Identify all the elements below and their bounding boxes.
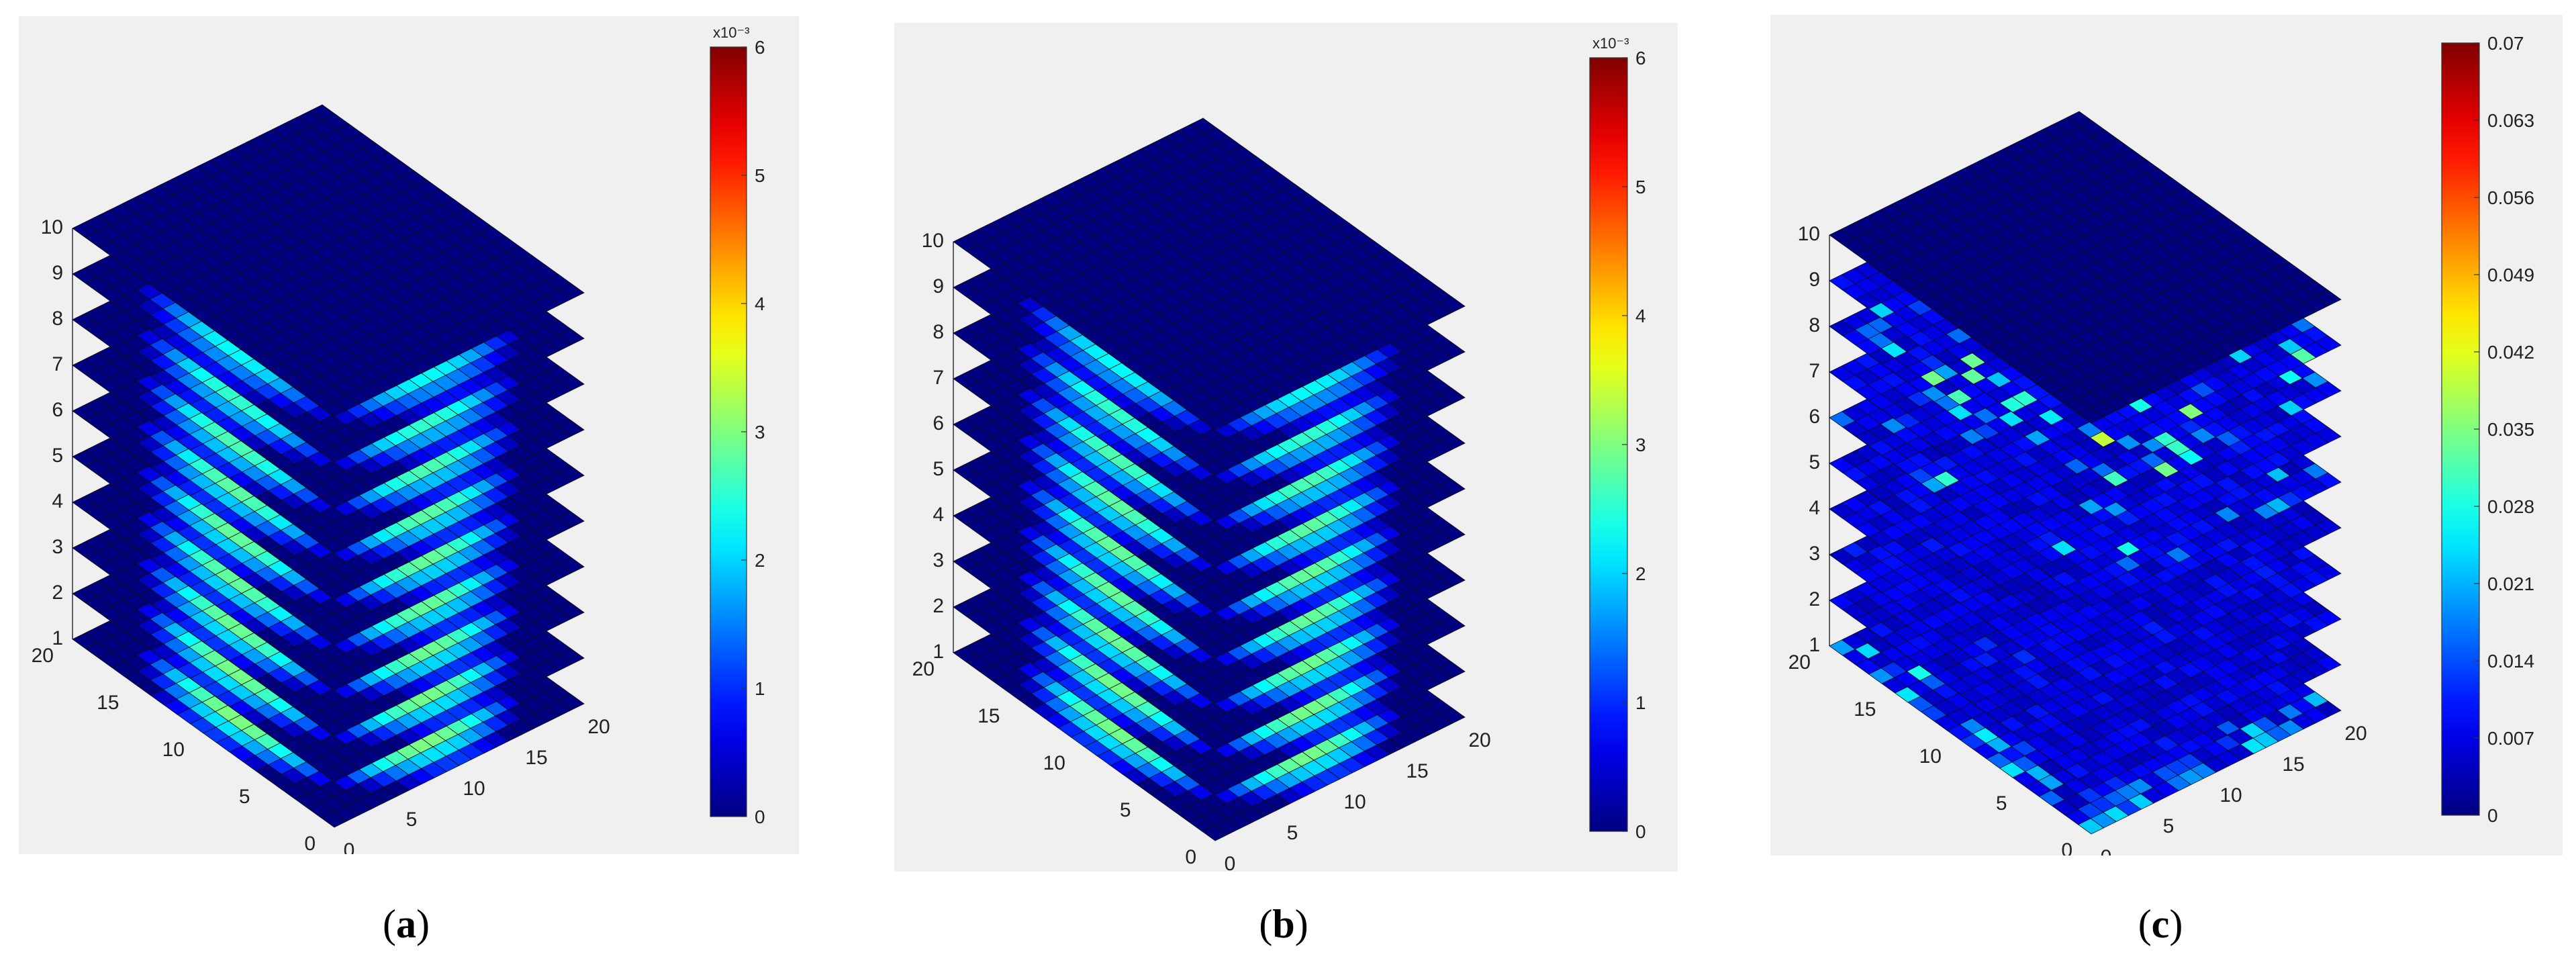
z-tick-label: 7 [52, 353, 63, 375]
x-tick-label: 0 [344, 839, 355, 854]
colorbar-tick-label: 2 [755, 550, 765, 571]
colorbar-tick-label: 5 [755, 165, 765, 186]
chart-panel-a: 1 2 3 4 5 6 7 8 9 10 0 5 10 15 20 0 5 10 15 20 0 1 2 3 4 5 6 x10⁻³ [19, 16, 799, 854]
colorbar-tick-label: 0 [755, 806, 765, 827]
z-tick-label: 3 [52, 536, 63, 558]
x-tick-label: 5 [406, 808, 418, 831]
colorbar-tick-label: 4 [755, 293, 765, 314]
z-tick-label: 10 [41, 216, 63, 238]
x-tick-label: 15 [525, 747, 547, 769]
z-tick-label: 6 [52, 399, 63, 421]
chart-panel-b: 1 2 3 4 5 6 7 8 9 10 0 5 10 15 20 0 5 10 15 20 0 1 2 3 4 5 6 x10⁻³ [894, 23, 1678, 872]
colorbar-tick-label: 1 [755, 678, 765, 699]
z-tick-label: 4 [52, 490, 63, 512]
y-tick-label: 0 [304, 833, 316, 854]
z-tick-label: 2 [52, 582, 63, 604]
y-tick-label: 20 [32, 645, 54, 667]
y-tick-label: 5 [239, 786, 250, 808]
colorbar [710, 46, 747, 817]
y-tick-label: 10 [162, 739, 185, 761]
x-tick-label: 20 [587, 716, 610, 738]
colorbar-tick-label: 3 [755, 422, 765, 443]
z-tick-label: 9 [52, 262, 63, 284]
colorbar-tick-label: 6 [755, 37, 765, 58]
z-tick-label: 8 [52, 308, 63, 330]
z-tick-label: 5 [52, 445, 63, 467]
y-tick-label: 15 [97, 692, 119, 714]
x-tick-label: 10 [463, 778, 485, 800]
colorbar-exponent-label: x10⁻³ [713, 24, 749, 41]
